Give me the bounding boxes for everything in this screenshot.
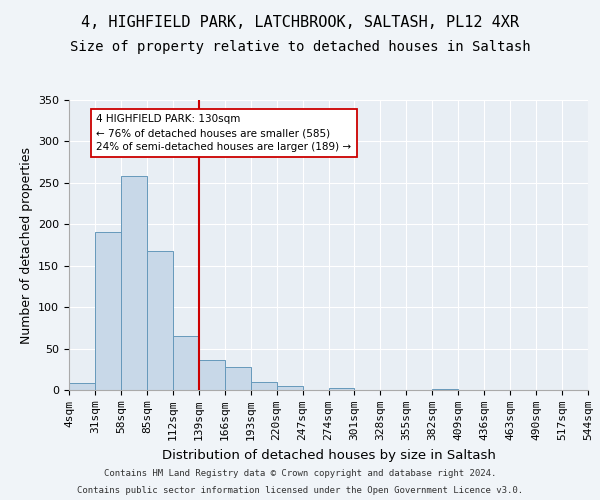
Text: Contains HM Land Registry data © Crown copyright and database right 2024.: Contains HM Land Registry data © Crown c… [104, 468, 496, 477]
Bar [329, 388, 355, 390]
Text: Size of property relative to detached houses in Saltash: Size of property relative to detached ho… [70, 40, 530, 54]
Bar [173, 336, 199, 390]
Bar [433, 389, 458, 390]
Bar [147, 251, 173, 390]
Bar [277, 386, 302, 390]
Text: Contains public sector information licensed under the Open Government Licence v3: Contains public sector information licen… [77, 486, 523, 495]
Text: 4, HIGHFIELD PARK, LATCHBROOK, SALTASH, PL12 4XR: 4, HIGHFIELD PARK, LATCHBROOK, SALTASH, … [81, 15, 519, 30]
Bar [199, 360, 224, 390]
Bar [95, 232, 121, 390]
X-axis label: Distribution of detached houses by size in Saltash: Distribution of detached houses by size … [161, 448, 496, 462]
Bar [121, 176, 147, 390]
Bar [225, 367, 251, 390]
Text: 4 HIGHFIELD PARK: 130sqm
← 76% of detached houses are smaller (585)
24% of semi-: 4 HIGHFIELD PARK: 130sqm ← 76% of detach… [96, 114, 352, 152]
Bar [69, 382, 95, 390]
Y-axis label: Number of detached properties: Number of detached properties [20, 146, 32, 344]
Bar [251, 382, 277, 390]
